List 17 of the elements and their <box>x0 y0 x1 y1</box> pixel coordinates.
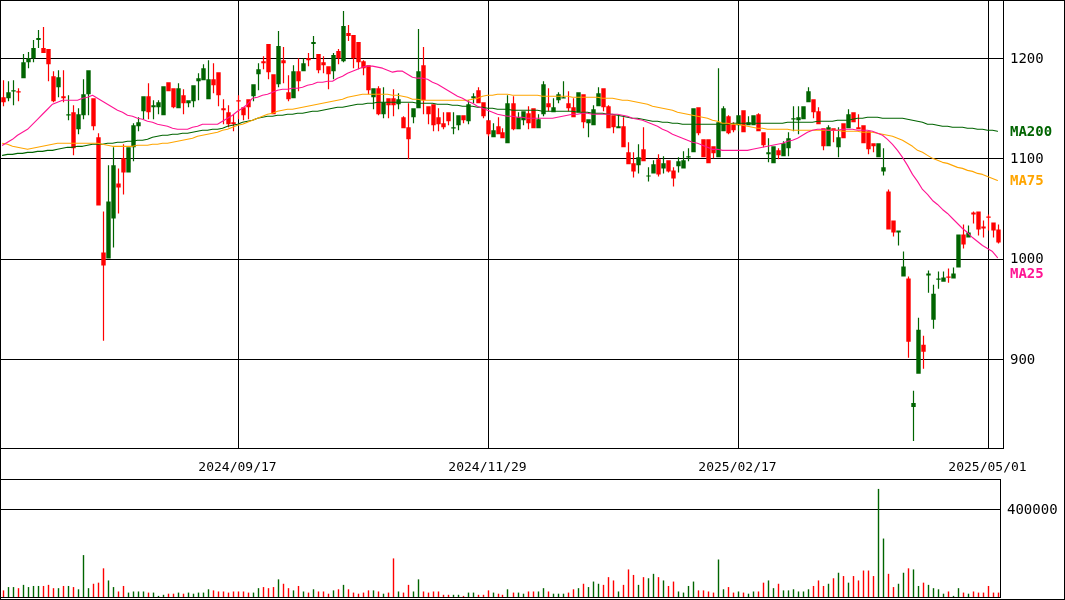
y-tick-label: 1200 <box>1010 50 1044 67</box>
candlestick <box>646 167 651 182</box>
x-tick-label: 2025/05/01 <box>948 458 1027 474</box>
x-tick-label: 2025/02/17 <box>698 458 777 474</box>
y-tick-label: 900 <box>1010 350 1036 367</box>
line-series <box>1 65 999 259</box>
series-label: MA75 <box>1010 172 1044 189</box>
series-label: MA25 <box>1010 265 1044 282</box>
series-label: MA200 <box>1010 123 1053 140</box>
candlestick <box>686 148 691 162</box>
y-tick-label: 1100 <box>1010 150 1044 167</box>
candlestick <box>986 214 991 231</box>
y-tick-label: 400000 <box>1007 500 1058 517</box>
x-tick-label: 2024/09/17 <box>198 458 277 474</box>
y-tick-label: 1000 <box>1010 250 1044 267</box>
x-tick-label: 2024/11/29 <box>448 458 527 474</box>
line-series <box>1 93 999 181</box>
